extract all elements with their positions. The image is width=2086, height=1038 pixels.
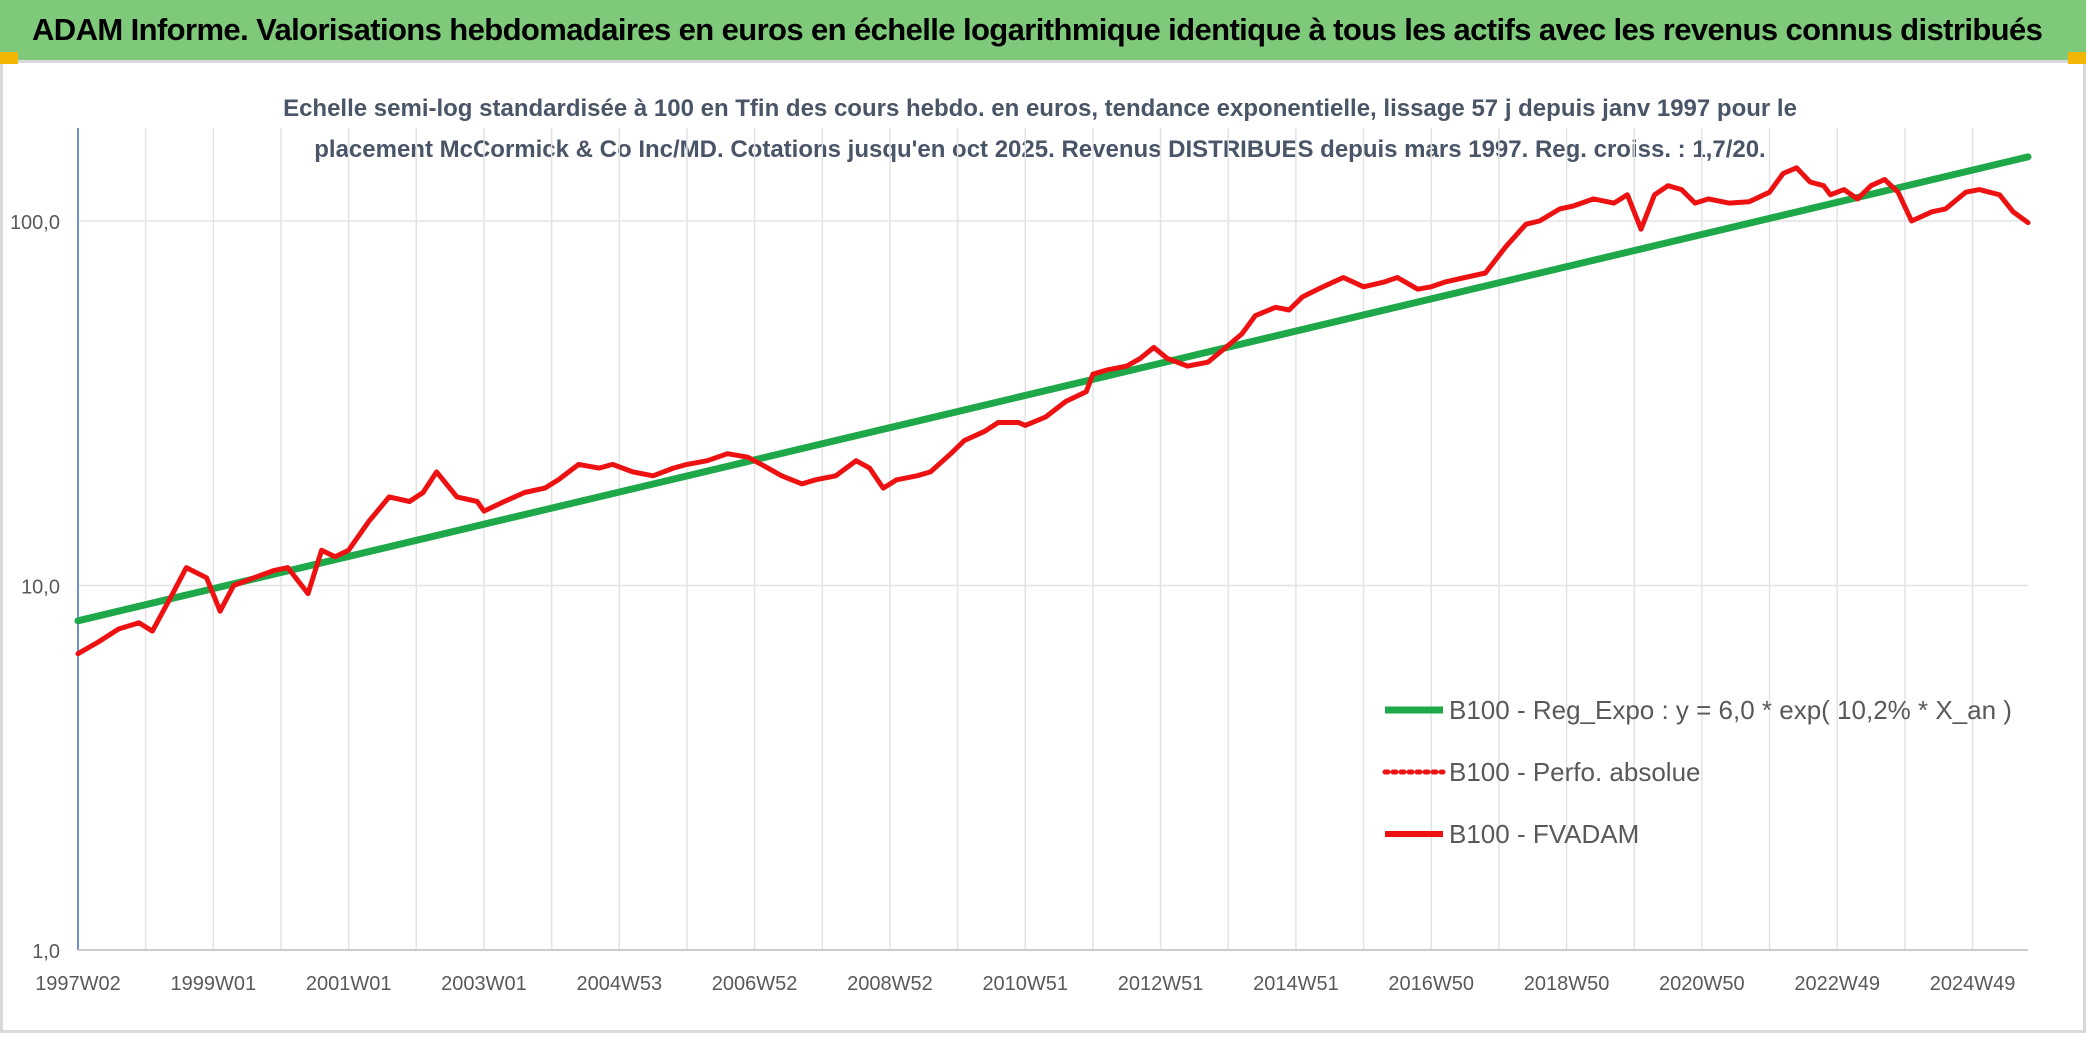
legend-label-0: B100 - Reg_Expo : y = 6,0 * exp( 10,2% *… bbox=[1449, 695, 2012, 725]
x-tick-label-14: 2024W49 bbox=[1930, 973, 2016, 995]
x-tick-label-0: 1997W02 bbox=[35, 973, 121, 995]
x-tick-label-9: 2014W51 bbox=[1253, 973, 1339, 995]
x-tick-label-3: 2003W01 bbox=[441, 973, 527, 995]
y-tick-label-1: 10,0 bbox=[21, 577, 60, 599]
x-tick-label-7: 2010W51 bbox=[982, 973, 1068, 995]
x-tick-label-11: 2018W50 bbox=[1524, 973, 1610, 995]
series-line-0 bbox=[74, 153, 2032, 625]
x-tick-label-13: 2022W49 bbox=[1794, 973, 1880, 995]
series-line-2 bbox=[75, 165, 2031, 657]
header-banner: ADAM Informe. Valorisations hebdomadaire… bbox=[0, 0, 2086, 60]
gridlines bbox=[77, 128, 2028, 951]
corner-accent-left bbox=[0, 52, 18, 64]
x-tick-label-6: 2008W52 bbox=[847, 973, 933, 995]
x-tick-label-1: 1999W01 bbox=[171, 973, 257, 995]
corner-accent-right bbox=[2068, 52, 2086, 64]
legend: B100 - Reg_Expo : y = 6,0 * exp( 10,2% *… bbox=[1382, 695, 2012, 849]
legend-label-2: B100 - FVADAM bbox=[1449, 819, 1639, 849]
y-tick-label-2: 100,0 bbox=[10, 212, 60, 234]
x-tick-label-4: 2004W53 bbox=[576, 973, 662, 995]
legend-label-1: B100 - Perfo. absolue bbox=[1449, 757, 1701, 787]
chart-frame bbox=[0, 60, 2086, 1033]
x-tick-label-12: 2020W50 bbox=[1659, 973, 1745, 995]
x-tick-label-10: 2016W50 bbox=[1388, 973, 1474, 995]
page-title: ADAM Informe. Valorisations hebdomadaire… bbox=[32, 12, 2043, 47]
chart-title-line1: Echelle semi-log standardisée à 100 en T… bbox=[283, 95, 1797, 122]
axes: 1,0 10,0 100,0 1997W02 1999W01 2001W01 2003W01… bbox=[10, 128, 2028, 995]
chart-title-line2: placement McCormick & Co Inc/MD. Cotatio… bbox=[314, 136, 1765, 163]
series-layer bbox=[74, 153, 2032, 657]
x-tick-label-5: 2006W52 bbox=[712, 973, 798, 995]
x-tick-label-8: 2012W51 bbox=[1118, 973, 1204, 995]
x-tick-label-2: 2001W01 bbox=[306, 973, 392, 995]
y-tick-label-0: 1,0 bbox=[32, 941, 60, 963]
